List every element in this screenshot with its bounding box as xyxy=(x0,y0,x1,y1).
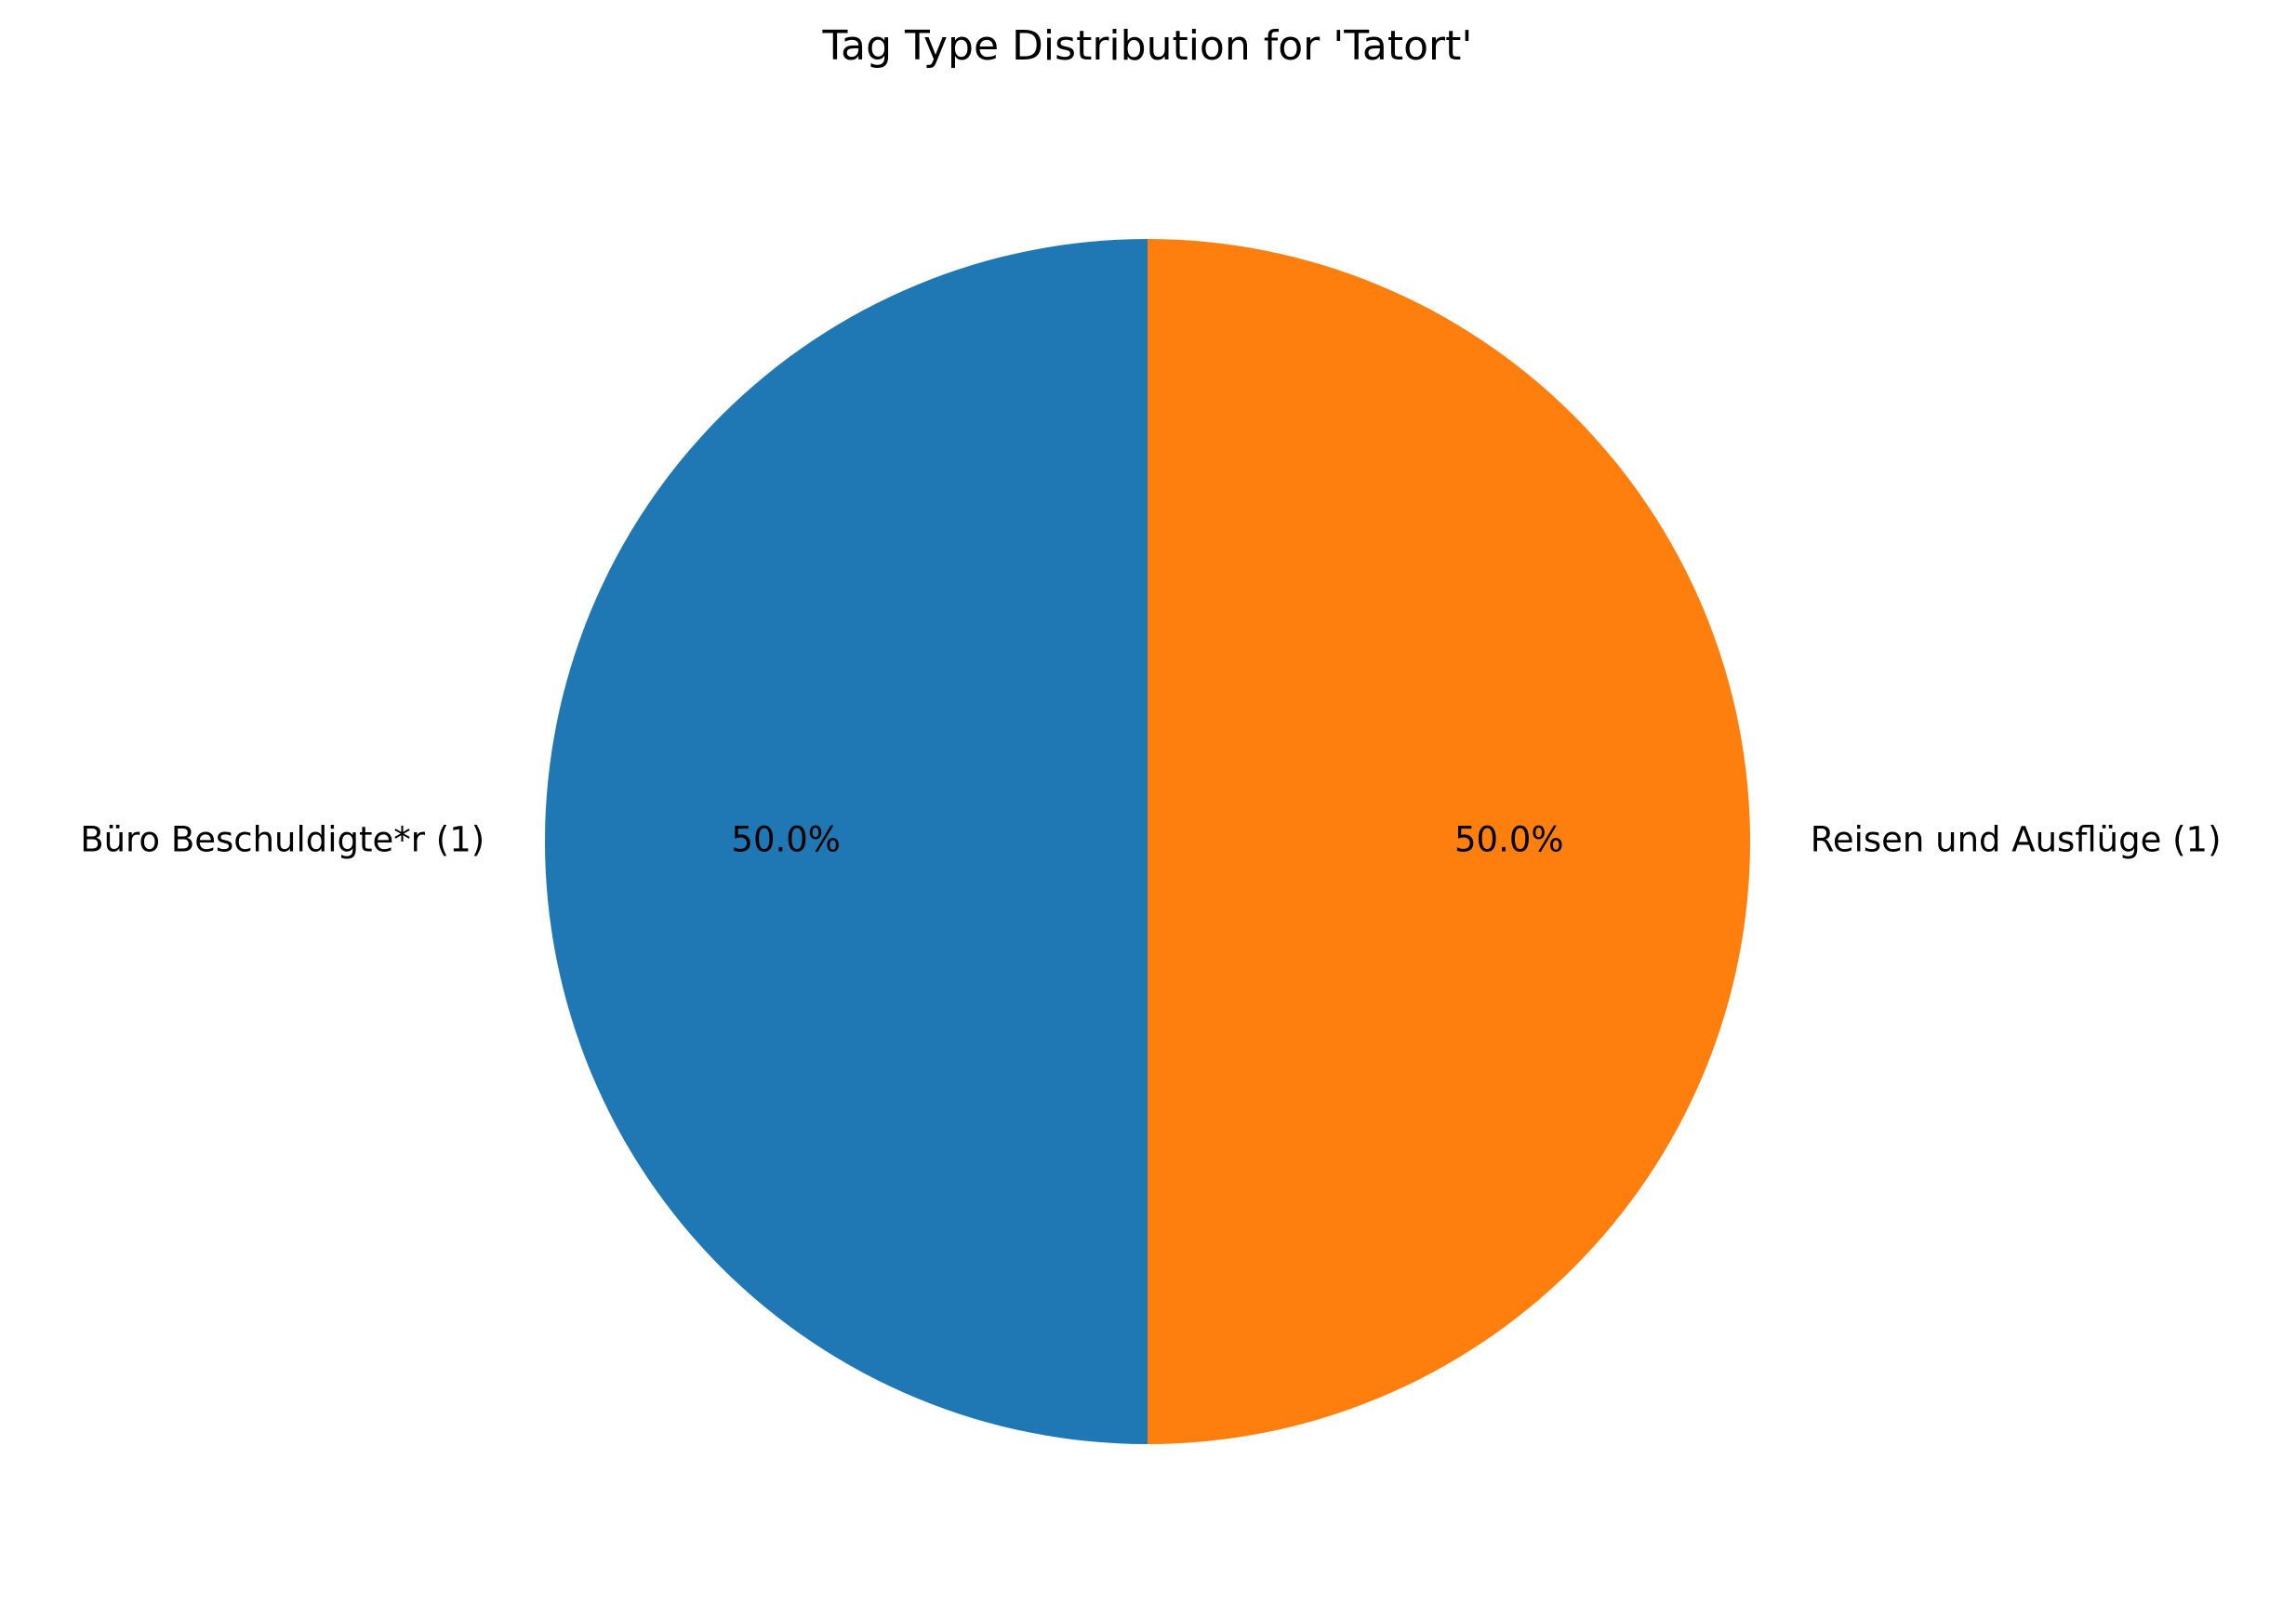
slice-category-label: Reisen und Ausflüge (1) xyxy=(1811,820,2222,860)
slice-category-label: Büro Beschuldigte*r (1) xyxy=(80,820,484,860)
pie-slices xyxy=(545,239,1750,1444)
chart-title: Tag Type Distribution for 'Tatort' xyxy=(822,22,1473,70)
pie-slice xyxy=(545,239,1148,1444)
pie-labels: 50.0% Büro Beschuldigte*r (1) 50.0% Reisen … xyxy=(80,820,2221,860)
slice-percent-label: 50.0% xyxy=(1454,820,1564,860)
slice-percent-label: 50.0% xyxy=(731,820,841,860)
pie-slice xyxy=(1148,239,1750,1444)
